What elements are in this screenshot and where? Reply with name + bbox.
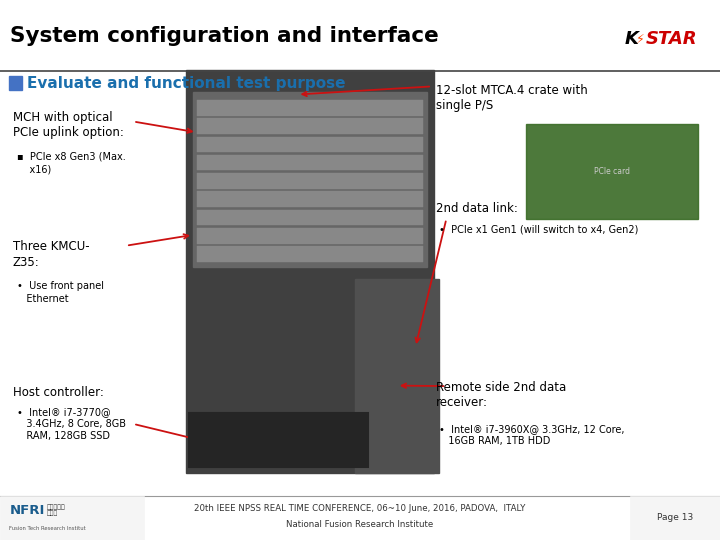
Text: Three KMCU-
Z35:: Three KMCU- Z35: (13, 240, 89, 269)
Text: STAR: STAR (646, 30, 698, 48)
Bar (197, 100, 423, 116)
Bar (401, 347, 433, 443)
Text: •  Intel® i7-3770@
   3.4GHz, 8 Core, 8GB
   RAM, 128GB SSD: • Intel® i7-3770@ 3.4GHz, 8 Core, 8GB RA… (17, 407, 125, 441)
Bar (526, 124, 698, 219)
Bar (193, 92, 427, 267)
Bar (630, 496, 720, 540)
Bar (355, 279, 439, 472)
Text: NFRI: NFRI (9, 504, 45, 517)
Text: 2nd data link:: 2nd data link: (436, 202, 518, 215)
Text: Remote side 2nd data
receiver:: Remote side 2nd data receiver: (436, 381, 566, 409)
Bar (189, 413, 368, 467)
Bar (197, 173, 423, 188)
Text: Page 13: Page 13 (657, 514, 693, 522)
Text: Host controller:: Host controller: (13, 386, 104, 399)
Bar (197, 228, 423, 244)
Text: PCIe card: PCIe card (594, 167, 630, 176)
Text: MCH with optical
PCIe uplink option:: MCH with optical PCIe uplink option: (13, 111, 124, 139)
Bar (0, 496, 144, 540)
Bar (0, 0, 720, 71)
Text: 국가핵융합
연구소: 국가핵융합 연구소 (47, 504, 66, 516)
Bar (186, 70, 434, 472)
Bar (197, 137, 423, 152)
Text: National Fusion Research Institute: National Fusion Research Institute (287, 521, 433, 529)
Text: 20th IEEE NPSS REAL TIME CONFERENCE, 06~10 June, 2016, PADOVA,  ITALY: 20th IEEE NPSS REAL TIME CONFERENCE, 06~… (194, 504, 526, 513)
Text: ⚡: ⚡ (636, 32, 644, 45)
Text: •  PCIe x1 Gen1 (will switch to x4, Gen2): • PCIe x1 Gen1 (will switch to x4, Gen2) (439, 224, 639, 234)
Text: K: K (625, 30, 639, 48)
Bar (197, 210, 423, 225)
Bar (197, 118, 423, 134)
Bar (9, 76, 22, 90)
Text: Fusion Tech Research Institut: Fusion Tech Research Institut (9, 525, 86, 531)
Text: Evaluate and functional test purpose: Evaluate and functional test purpose (27, 76, 346, 91)
Bar (197, 191, 423, 207)
Text: System configuration and interface: System configuration and interface (10, 25, 438, 46)
Text: ▪  PCIe x8 Gen3 (Max.
    x16): ▪ PCIe x8 Gen3 (Max. x16) (17, 152, 125, 174)
Bar (197, 38, 240, 138)
Text: •  Intel® i7-3960X@ 3.3GHz, 12 Core,
   16GB RAM, 1TB HDD: • Intel® i7-3960X@ 3.3GHz, 12 Core, 16GB… (439, 424, 625, 446)
Bar (197, 155, 423, 171)
Text: •  Use front panel
   Ethernet: • Use front panel Ethernet (17, 281, 104, 303)
Text: 12-slot MTCA.4 crate with
single P/S: 12-slot MTCA.4 crate with single P/S (436, 84, 588, 112)
Bar (197, 246, 423, 262)
